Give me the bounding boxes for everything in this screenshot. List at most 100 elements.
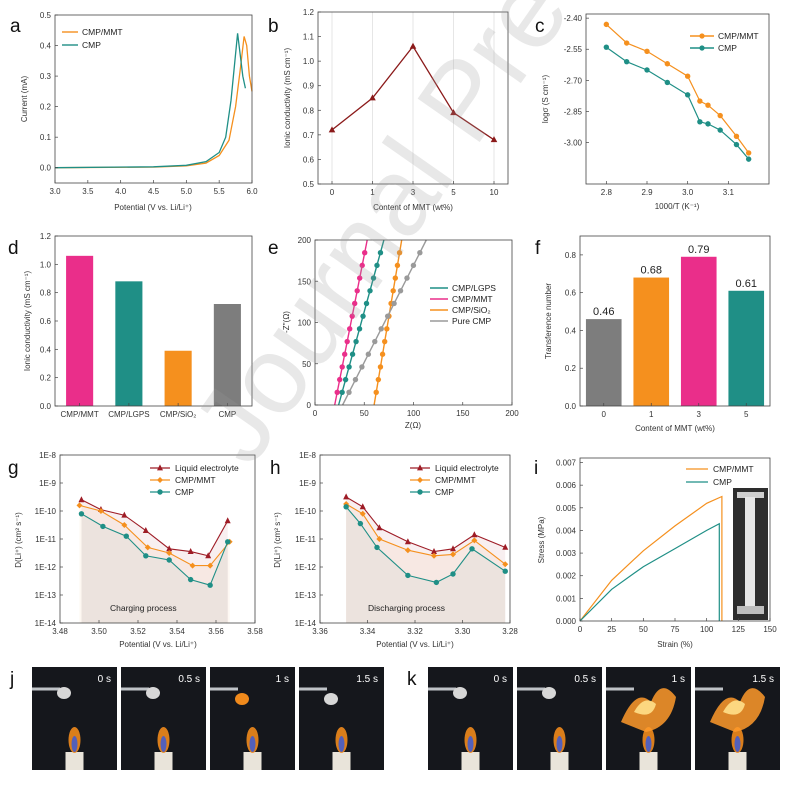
x-tick-label: 50 bbox=[360, 409, 369, 418]
y-tick-label: 1E-14 bbox=[35, 619, 57, 628]
bar bbox=[585, 319, 622, 406]
x-tick-label: 3.5 bbox=[82, 187, 94, 196]
data-point bbox=[342, 351, 348, 357]
panel-e-letter: e bbox=[268, 238, 279, 259]
panel-b-xticks: 0 1 3 5 10 bbox=[330, 181, 499, 197]
panel-i-xticks: 0 25 50 75 100 125 150 bbox=[578, 618, 777, 634]
panel-f-xticks: 0 1 3 5 bbox=[602, 403, 749, 419]
x-tick-label: 5.5 bbox=[214, 187, 226, 196]
data-point bbox=[359, 503, 366, 510]
x-tick-label: 3.52 bbox=[130, 627, 146, 636]
panel-c-yticks: -2.40 -2.55 -2.70 -2.85 -3.00 bbox=[564, 14, 589, 148]
data-point bbox=[382, 338, 388, 345]
photo-frame: 0.5 s bbox=[121, 667, 206, 770]
data-point bbox=[404, 547, 411, 554]
x-tick-label: 0 bbox=[602, 410, 607, 419]
data-point bbox=[359, 364, 365, 370]
data-point-cmpmmt bbox=[644, 48, 650, 55]
legend-label: Liquid electrolyte bbox=[175, 463, 239, 473]
data-point bbox=[469, 546, 475, 552]
panel-e-ylabel: -Z''(Ω) bbox=[282, 311, 291, 333]
panel-e-xticks: 0 50 100 150 200 bbox=[313, 402, 519, 418]
panel-c-ylabel: logσ (S cm⁻¹) bbox=[541, 75, 550, 124]
data-point-cmp bbox=[664, 79, 671, 86]
x-tick-label: 3.58 bbox=[247, 627, 263, 636]
data-point-cmpmmt bbox=[705, 102, 711, 108]
x-tick-label: 3.32 bbox=[407, 627, 423, 636]
legend-marker bbox=[417, 477, 423, 483]
data-point bbox=[342, 376, 349, 383]
panel-b-yticks: 0.5 0.6 0.7 0.8 0.9 1.0 1.1 1.2 bbox=[303, 8, 321, 189]
panel-h-ylabel: D(Li⁺) (cm² s⁻¹) bbox=[273, 512, 282, 568]
panel-h-xlabel: Potential (V vs. Li/Li⁺) bbox=[376, 640, 454, 649]
y-tick-label: 0.6 bbox=[303, 155, 315, 164]
x-tick-label: 200 bbox=[505, 409, 519, 418]
data-point bbox=[391, 300, 397, 307]
x-tick-label: 3.0 bbox=[49, 187, 61, 196]
data-point bbox=[369, 94, 376, 101]
photo-frame: 1 s bbox=[210, 667, 295, 770]
panel-g-legend: Liquid electrolyte CMP/MMT CMP bbox=[150, 463, 239, 497]
bar bbox=[213, 304, 241, 406]
data-point bbox=[360, 313, 366, 319]
data-point bbox=[187, 548, 194, 554]
data-point bbox=[337, 376, 343, 383]
panel-c-xlabel: 1000/T (K⁻¹) bbox=[655, 202, 700, 211]
series-line-cmp bbox=[605, 46, 750, 160]
sample-photo-top-clamp bbox=[737, 492, 764, 498]
data-point bbox=[328, 126, 336, 133]
x-tick-label: 5 bbox=[451, 188, 456, 197]
legend-cmp-label: CMP bbox=[713, 477, 732, 487]
data-point bbox=[352, 300, 358, 307]
data-point-cmpmmt bbox=[684, 73, 691, 79]
data-point bbox=[376, 524, 383, 531]
legend-cmpmmt-label: CMP/MMT bbox=[713, 464, 754, 474]
y-tick-label: 100 bbox=[298, 319, 312, 328]
bar-value-label: 0.68 bbox=[641, 265, 662, 277]
data-point bbox=[142, 527, 149, 533]
y-tick-label: 0.8 bbox=[303, 106, 315, 115]
time-label: 1.5 s bbox=[356, 674, 378, 685]
y-tick-label: 1.2 bbox=[303, 8, 315, 17]
x-tick-label: 4.5 bbox=[148, 187, 160, 196]
panel-a-letter: a bbox=[10, 16, 21, 37]
series-line bbox=[81, 513, 229, 586]
y-tick-label: 0.0 bbox=[40, 164, 52, 173]
y-tick-label: 1E-10 bbox=[35, 507, 57, 516]
x-tick-label: 3.0 bbox=[682, 188, 694, 197]
panel-f-ylabel: Transference number bbox=[544, 283, 553, 360]
panel-h-series bbox=[343, 493, 509, 623]
bar bbox=[115, 281, 143, 406]
data-point bbox=[187, 576, 194, 583]
data-point bbox=[97, 508, 104, 514]
data-point bbox=[370, 275, 377, 281]
candle bbox=[65, 752, 84, 770]
data-point bbox=[346, 364, 352, 370]
panel-c-series bbox=[603, 21, 752, 162]
panel-b-letter: b bbox=[268, 16, 279, 37]
panel-d: d CMP/MMT CMP/LGPS CMP/SiO₂ CMP 0.00.20.40.… bbox=[8, 232, 253, 419]
x-tick-label: 0 bbox=[313, 409, 318, 418]
bar bbox=[728, 290, 765, 406]
panel-f-frame bbox=[579, 235, 771, 407]
legend-cmp-label: CMP bbox=[82, 40, 101, 50]
y-tick-label: 0.6 bbox=[40, 317, 52, 326]
data-point bbox=[166, 550, 173, 556]
panel-i-ylabel: Stress (MPa) bbox=[537, 516, 546, 563]
data-point bbox=[100, 523, 106, 530]
data-point-cmpmmt bbox=[745, 150, 752, 156]
series-line bbox=[81, 499, 229, 557]
candle-flame-core bbox=[467, 736, 474, 752]
x-tick-label: 3.34 bbox=[360, 627, 376, 636]
data-point-cmpmmt bbox=[733, 133, 740, 140]
panel-f-letter: f bbox=[535, 238, 541, 259]
panel-k: k 0 s 0.5 s 1 s 1.5 s bbox=[407, 667, 780, 770]
bar-value-label: 0.46 bbox=[593, 306, 614, 318]
x-tick-label: 150 bbox=[456, 409, 470, 418]
legend-marker bbox=[157, 489, 163, 495]
legend-label: CMP/MMT bbox=[435, 475, 476, 485]
time-label: 1 s bbox=[672, 674, 685, 685]
legend-marker bbox=[417, 489, 423, 495]
x-tick-label: 3.28 bbox=[502, 627, 518, 636]
data-point bbox=[123, 533, 129, 539]
